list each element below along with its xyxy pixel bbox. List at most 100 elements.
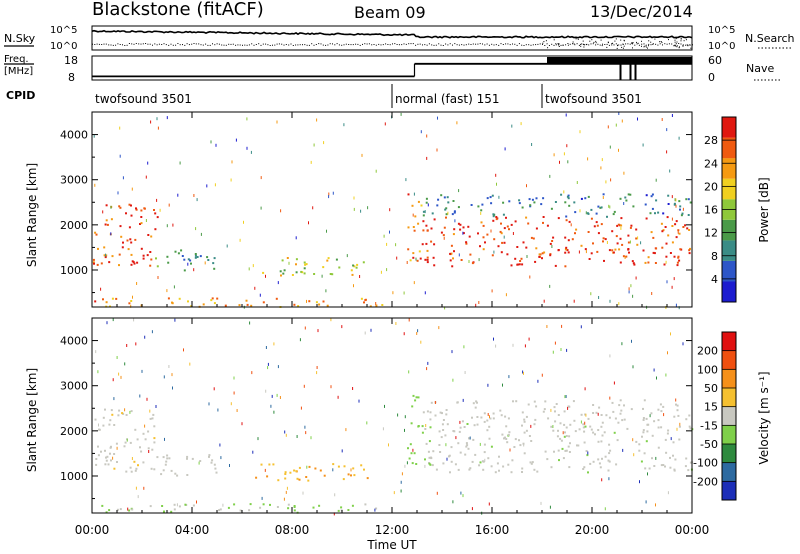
noise-cell bbox=[554, 341, 556, 345]
echo-cell bbox=[630, 408, 633, 411]
echo-cell bbox=[457, 222, 460, 225]
noise-cell bbox=[151, 330, 153, 334]
echo-cell bbox=[130, 214, 133, 217]
echo-cell bbox=[689, 461, 692, 464]
echo-cell bbox=[564, 449, 567, 452]
nsearch-point bbox=[612, 42, 614, 44]
echo-cell bbox=[653, 420, 656, 423]
echo-cell bbox=[181, 255, 184, 257]
nsearch-point bbox=[165, 44, 167, 46]
noise-cell bbox=[404, 415, 406, 419]
nsearch-point bbox=[543, 41, 545, 43]
echo-cell bbox=[534, 260, 537, 263]
noise-cell bbox=[248, 267, 250, 271]
noise-cell bbox=[674, 198, 676, 202]
nsearch-point bbox=[110, 44, 112, 46]
echo-cell bbox=[445, 213, 448, 216]
echo-cell bbox=[425, 442, 428, 445]
nsearch-point bbox=[320, 43, 322, 45]
echo-cell bbox=[551, 240, 554, 242]
noise-cell bbox=[531, 143, 533, 146]
nsearch-point bbox=[242, 44, 243, 46]
noise-cell bbox=[280, 209, 282, 213]
echo-cell bbox=[156, 216, 159, 219]
echo-cell bbox=[136, 438, 139, 441]
nsearch-point bbox=[643, 43, 645, 45]
noise-cell bbox=[317, 329, 319, 333]
noise-cell bbox=[460, 491, 462, 495]
beam-label: Beam 09 bbox=[354, 3, 426, 22]
echo-cell bbox=[233, 503, 236, 506]
echo-cell bbox=[113, 453, 116, 455]
noise-cell bbox=[678, 136, 680, 140]
echo-cell bbox=[166, 457, 169, 460]
nsearch-point bbox=[412, 43, 414, 45]
velocity-colorbar-label: Velocity [m s⁻¹] bbox=[757, 371, 771, 464]
echo-cell bbox=[366, 477, 369, 480]
echo-cell bbox=[600, 425, 603, 428]
echo-cell bbox=[568, 466, 571, 469]
echo-cell bbox=[652, 251, 655, 254]
echo-cell bbox=[153, 468, 156, 471]
echo-cell bbox=[568, 220, 571, 223]
echo-cell bbox=[506, 253, 509, 256]
echo-cell bbox=[417, 222, 420, 225]
nsearch-point bbox=[475, 43, 477, 45]
echo-cell bbox=[550, 207, 553, 210]
nsearch-point bbox=[671, 43, 673, 45]
noise-cell bbox=[665, 260, 667, 264]
noise-cell bbox=[102, 210, 104, 214]
x-tick-label: 12:00 bbox=[375, 523, 410, 537]
echo-cell bbox=[304, 263, 307, 266]
echo-cell bbox=[295, 263, 297, 266]
echo-cell bbox=[513, 446, 516, 448]
echo-cell bbox=[486, 419, 489, 422]
nsearch-point bbox=[582, 43, 584, 45]
noise-cell bbox=[490, 229, 492, 233]
noise-cell bbox=[375, 169, 377, 173]
echo-cell bbox=[627, 234, 630, 237]
echo-cell bbox=[505, 425, 508, 428]
nsearch-point bbox=[641, 45, 642, 47]
noise-cell bbox=[176, 503, 178, 507]
echo-cell bbox=[426, 258, 429, 261]
echo-cell bbox=[269, 503, 271, 506]
echo-cell bbox=[305, 263, 308, 266]
echo-cell bbox=[280, 274, 282, 277]
echo-cell bbox=[130, 253, 133, 256]
echo-cell bbox=[506, 225, 509, 228]
echo-cell bbox=[293, 469, 296, 472]
echo-cell bbox=[142, 257, 145, 260]
figure-title: Blackstone (fitACF) bbox=[92, 0, 264, 20]
nsearch-point bbox=[205, 43, 207, 45]
noise-cell bbox=[455, 436, 457, 440]
nsearch-point bbox=[583, 46, 585, 48]
noise-cell bbox=[219, 443, 221, 447]
noise-cell bbox=[511, 124, 513, 128]
noise-cell bbox=[487, 383, 489, 387]
nsearch-point bbox=[595, 40, 597, 42]
echo-cell bbox=[293, 509, 296, 512]
echo-cell bbox=[279, 270, 282, 273]
echo-cell bbox=[519, 260, 522, 262]
echo-cell bbox=[446, 196, 449, 199]
colorbar-segment bbox=[722, 137, 736, 159]
noise-cell bbox=[425, 424, 427, 427]
noise-cell bbox=[495, 344, 497, 348]
echo-cell bbox=[480, 221, 483, 224]
colorbar-segment bbox=[722, 260, 736, 282]
noise-cell bbox=[312, 206, 314, 210]
echo-cell bbox=[508, 200, 511, 203]
echo-cell bbox=[416, 259, 419, 262]
echo-cell bbox=[208, 454, 211, 457]
echo-cell bbox=[514, 257, 517, 260]
nsearch-point bbox=[479, 43, 481, 45]
nsearch-point bbox=[611, 43, 613, 44]
echo-cell bbox=[624, 196, 627, 199]
echo-cell bbox=[582, 423, 585, 426]
echo-cell bbox=[453, 211, 456, 214]
noise-cell bbox=[579, 130, 581, 134]
echo-cell bbox=[440, 194, 443, 197]
echo-cell bbox=[245, 299, 248, 302]
echo-cell bbox=[616, 242, 619, 245]
